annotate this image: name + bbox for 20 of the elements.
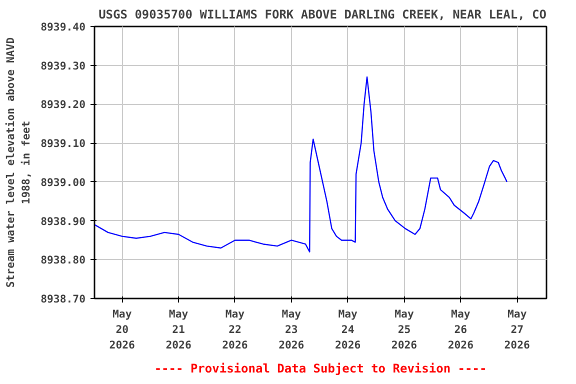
x-tick-label: May 24 2026 xyxy=(335,308,361,352)
y-tick-label: 8938.80 xyxy=(40,254,86,267)
line-series xyxy=(94,76,508,252)
x-tick-label: May 23 2026 xyxy=(278,308,304,352)
x-tick-label: May 21 2026 xyxy=(166,308,192,352)
y-tick-label: 8938.90 xyxy=(40,214,86,228)
x-tick-label: May 27 2026 xyxy=(504,308,530,352)
x-tick-label: May 22 2026 xyxy=(222,308,248,352)
y-tick-label: 8939.20 xyxy=(40,98,86,112)
y-tick-label: 8938.70 xyxy=(40,292,86,306)
y-axis-title: Stream water level elevation above NAVD 1988, in feet xyxy=(4,37,33,288)
y-tick-label: 8939.10 xyxy=(40,137,86,150)
y-tick-label: 8939.30 xyxy=(40,59,86,72)
x-tick-label: May 26 2026 xyxy=(448,308,474,352)
x-tick-label: May 20 2026 xyxy=(109,308,135,352)
y-tick-label: 8939.00 xyxy=(40,176,86,189)
text: ---- Provisional Data Subject to Revision ---- xyxy=(154,362,487,376)
y-tick-label: 8939.40 xyxy=(40,20,86,34)
chart-title: USGS 09035700 WILLIAMS FORK ABOVE DARLING CREEK, NEAR LEAL, CO xyxy=(98,8,547,22)
x-tick-label: May 25 2026 xyxy=(391,308,418,352)
